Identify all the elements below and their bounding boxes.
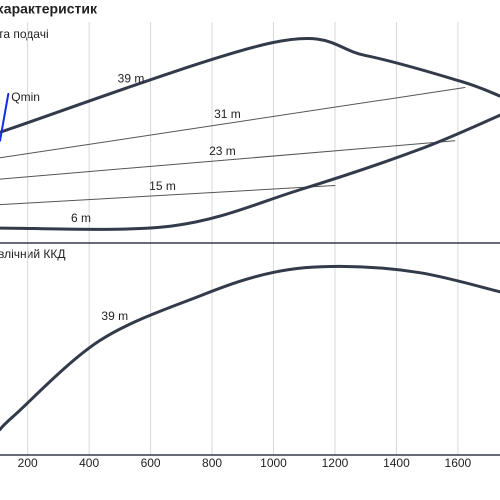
series-label: 23 m	[209, 144, 236, 158]
x-tick-label: 1200	[322, 456, 349, 470]
series-line	[0, 140, 456, 180]
series-label: 15 m	[149, 179, 176, 193]
series-label: Qmin	[11, 90, 40, 104]
series-line	[0, 92, 10, 142]
x-tick-label: 1600	[445, 456, 472, 470]
panel-title: та подачі	[0, 27, 49, 41]
x-tick-label: 400	[79, 456, 99, 470]
series-line	[0, 113, 500, 231]
series-line	[0, 264, 500, 432]
x-tick-label: 1400	[383, 456, 410, 470]
x-tick-label: 600	[141, 456, 161, 470]
series-label: 6 m	[71, 211, 91, 225]
series-line	[0, 184, 336, 206]
x-tick-label: 800	[202, 456, 222, 470]
panel-title: влічний ККД	[0, 247, 66, 261]
series-line	[0, 37, 500, 134]
plot: 200 400 600 800 1000 1200 1400 1600 39 m 31 m 23 m…	[0, 22, 500, 470]
x-tick-label: 200	[18, 456, 38, 470]
chart-title: характеристик	[0, 1, 98, 17]
x-tick-label: 1000	[260, 456, 287, 470]
series-line	[0, 87, 466, 159]
series-label: 39 m	[101, 309, 128, 323]
series-label: 39 m	[118, 72, 145, 86]
series-label: 31 m	[214, 107, 241, 121]
